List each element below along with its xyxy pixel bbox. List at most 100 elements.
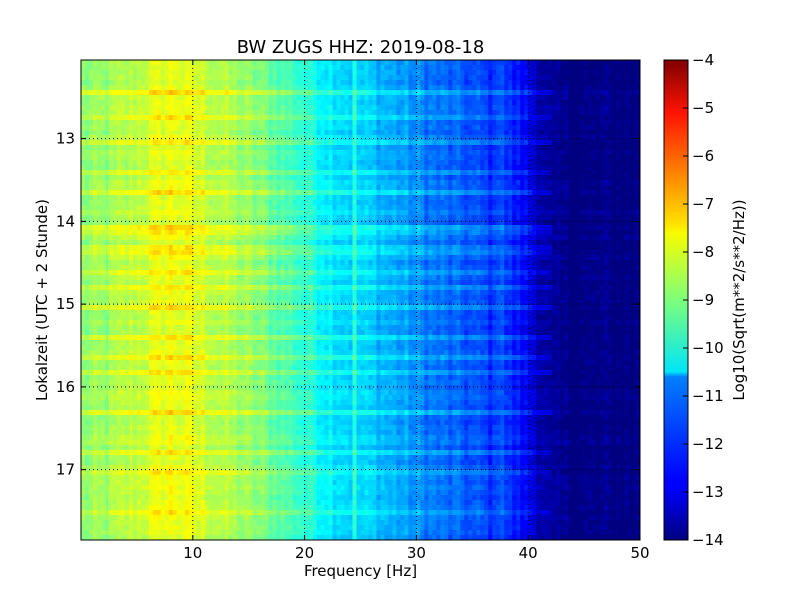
heatmap-cell (512, 70, 517, 76)
heatmap-cell (516, 95, 521, 101)
heatmap-cell (128, 120, 134, 126)
heatmap-cell (344, 70, 350, 76)
heatmap-cell (456, 90, 461, 96)
heatmap-cell (516, 210, 521, 216)
heatmap-cell (592, 160, 597, 166)
heatmap-cell (348, 230, 354, 236)
heatmap-cell (264, 125, 270, 131)
heatmap-cell (476, 155, 481, 161)
heatmap-cell (564, 145, 569, 151)
heatmap-cell (156, 60, 162, 66)
heatmap-cell (352, 220, 358, 226)
heatmap-cell (384, 70, 390, 76)
heatmap-cell (296, 100, 302, 106)
heatmap-cell (452, 230, 457, 236)
heatmap-cell (120, 230, 126, 236)
heatmap-cell (564, 95, 569, 101)
heatmap-cell (280, 220, 286, 226)
heatmap-cell (608, 170, 613, 176)
heatmap-cell (404, 205, 410, 211)
heatmap-cell (372, 150, 378, 156)
heatmap-cell (580, 175, 585, 181)
heatmap-cell (528, 160, 533, 166)
heatmap-cell (280, 155, 286, 161)
heatmap-cell (260, 90, 266, 96)
heatmap-cell (324, 100, 330, 106)
heatmap-cell (392, 65, 398, 71)
heatmap-cell (364, 120, 370, 126)
heatmap-cell (396, 205, 402, 211)
heatmap-cell (100, 95, 106, 101)
heatmap-cell (572, 65, 577, 71)
heatmap-cell (200, 200, 206, 206)
heatmap-cell (228, 125, 234, 131)
heatmap-cell (352, 200, 358, 206)
heatmap-cell (244, 80, 250, 86)
heatmap-cell (324, 115, 330, 121)
heatmap-cell (316, 110, 322, 116)
heatmap-cell (216, 180, 222, 186)
heatmap-cell (104, 135, 110, 141)
heatmap-cell (468, 150, 473, 156)
heatmap-cell (536, 70, 541, 76)
heatmap-cell (124, 195, 130, 201)
heatmap-cell (440, 65, 445, 71)
heatmap-cell (484, 130, 489, 136)
heatmap-cell (368, 235, 374, 241)
heatmap-cell (596, 80, 601, 86)
heatmap-cell (420, 190, 425, 196)
heatmap-cell (496, 85, 501, 91)
heatmap-cell (468, 210, 473, 216)
heatmap-cell (384, 135, 390, 141)
heatmap-cell (604, 60, 609, 66)
heatmap-cell (564, 70, 569, 76)
heatmap-cell (360, 225, 366, 231)
heatmap-cell (628, 165, 633, 171)
heatmap-cell (260, 205, 266, 211)
heatmap-cell (480, 75, 485, 81)
heatmap-cell (488, 230, 493, 236)
heatmap-cell (500, 110, 505, 116)
heatmap-cell (396, 165, 402, 171)
heatmap-cell (472, 60, 477, 66)
heatmap-cell (380, 90, 386, 96)
heatmap-cell (88, 155, 94, 161)
heatmap-cell (588, 60, 593, 66)
heatmap-cell (636, 135, 640, 141)
heatmap-cell (544, 100, 549, 106)
heatmap-cell (588, 140, 593, 146)
heatmap-cell (496, 75, 501, 81)
heatmap-cell (536, 100, 541, 106)
heatmap-cell (352, 130, 358, 136)
heatmap-cell (112, 140, 118, 146)
heatmap-cell (272, 180, 278, 186)
heatmap-cell (172, 170, 178, 176)
heatmap-cell (548, 175, 553, 181)
heatmap-cell (524, 140, 529, 146)
heatmap-cell (172, 220, 178, 226)
heatmap-cell (544, 195, 549, 201)
heatmap-cell (140, 95, 146, 101)
heatmap-cell (224, 225, 230, 231)
heatmap-cell (188, 205, 194, 211)
heatmap-cell (396, 175, 402, 181)
heatmap-cell (136, 105, 142, 111)
heatmap-cell (476, 195, 481, 201)
heatmap-cell (252, 215, 258, 221)
heatmap-cell (176, 90, 182, 96)
heatmap-cell (192, 180, 198, 186)
heatmap-cell (612, 165, 617, 171)
heatmap-cell (384, 100, 390, 106)
heatmap-cell (244, 95, 250, 101)
heatmap-cell (392, 60, 398, 66)
heatmap-cell (228, 90, 234, 96)
heatmap-cell (488, 170, 493, 176)
heatmap-cell (624, 110, 629, 116)
heatmap-cell (300, 210, 306, 216)
heatmap-cell (316, 170, 322, 176)
heatmap-cell (304, 140, 310, 146)
heatmap-cell (204, 215, 210, 221)
heatmap-cell (328, 225, 334, 231)
heatmap-cell (484, 125, 489, 131)
heatmap-cell (628, 190, 633, 196)
